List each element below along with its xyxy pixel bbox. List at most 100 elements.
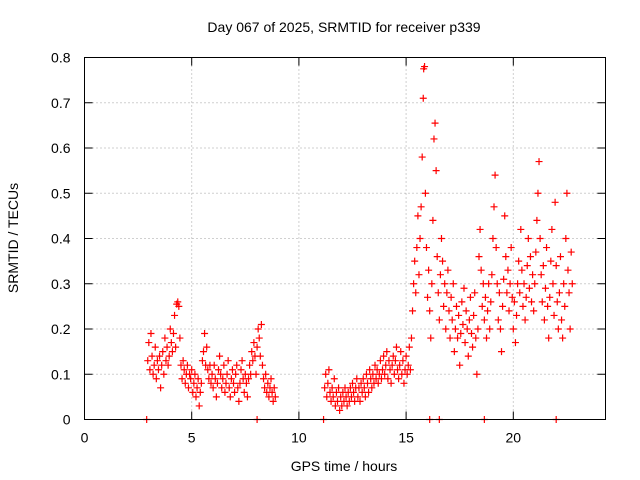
y-tick-label: 0.4 xyxy=(51,231,71,247)
data-point xyxy=(417,203,425,211)
data-point xyxy=(495,289,503,297)
data-point xyxy=(201,330,209,338)
data-point xyxy=(388,361,396,369)
data-point xyxy=(434,289,442,297)
data-point xyxy=(347,393,355,401)
data-point xyxy=(436,271,444,279)
data-point xyxy=(568,280,576,288)
data-point xyxy=(153,357,161,365)
data-point xyxy=(205,375,213,383)
data-point xyxy=(485,280,493,288)
chart-title: Day 067 of 2025, SRMTID for receiver p33… xyxy=(207,19,480,35)
data-point xyxy=(160,370,168,378)
data-point xyxy=(249,357,257,365)
data-point xyxy=(486,325,494,333)
data-point xyxy=(265,393,273,401)
data-point xyxy=(197,379,205,387)
data-point xyxy=(429,216,437,224)
x-axis-label: GPS time / hours xyxy=(291,458,398,474)
data-point xyxy=(488,271,496,279)
data-point xyxy=(371,361,379,369)
data-point xyxy=(386,366,394,374)
data-point xyxy=(357,379,365,387)
data-point xyxy=(207,379,215,387)
y-axis-label: SRMTID / TECUs xyxy=(5,183,21,293)
data-point xyxy=(549,280,557,288)
data-point xyxy=(563,189,571,197)
data-point xyxy=(435,316,443,324)
data-point xyxy=(196,388,204,396)
data-point xyxy=(415,271,423,279)
x-tick-label: 0 xyxy=(81,430,89,446)
data-point xyxy=(455,311,463,319)
data-point xyxy=(537,271,545,279)
data-point xyxy=(381,370,389,378)
data-point xyxy=(235,397,243,405)
y-tick-label: 0 xyxy=(63,412,71,428)
data-point xyxy=(248,348,256,356)
data-point xyxy=(174,298,182,306)
data-point xyxy=(504,266,512,274)
data-point xyxy=(198,357,206,365)
data-point xyxy=(349,379,357,387)
data-point xyxy=(179,357,187,365)
data-point xyxy=(506,280,514,288)
data-point xyxy=(443,289,451,297)
data-point xyxy=(484,307,492,315)
data-point xyxy=(462,307,470,315)
data-point xyxy=(210,361,218,369)
data-point xyxy=(432,167,440,175)
data-point xyxy=(158,361,166,369)
data-point xyxy=(159,348,167,356)
data-point xyxy=(195,402,203,410)
data-point xyxy=(469,343,477,351)
data-point xyxy=(194,375,202,383)
data-point xyxy=(245,375,253,383)
data-point xyxy=(528,298,536,306)
data-point xyxy=(162,357,170,365)
data-point xyxy=(405,343,413,351)
data-point xyxy=(169,330,177,338)
data-point xyxy=(566,325,574,333)
data-point xyxy=(391,357,399,365)
data-point xyxy=(473,370,481,378)
data-point xyxy=(328,384,336,392)
data-point xyxy=(516,289,524,297)
data-point xyxy=(387,379,395,387)
data-point xyxy=(545,334,553,342)
data-point xyxy=(492,244,500,252)
data-point xyxy=(540,316,548,324)
data-point xyxy=(562,235,570,242)
data-point xyxy=(496,325,504,333)
data-point xyxy=(402,352,410,360)
data-point xyxy=(225,384,233,392)
x-tick-label: 5 xyxy=(188,430,196,446)
data-point xyxy=(543,244,551,252)
data-point xyxy=(548,225,556,233)
data-point xyxy=(257,320,265,328)
data-point xyxy=(510,298,518,306)
y-tick-label: 0.7 xyxy=(51,95,71,111)
data-point xyxy=(530,307,538,315)
data-point xyxy=(410,280,418,288)
data-point xyxy=(466,293,474,301)
data-point xyxy=(382,361,390,369)
data-point xyxy=(526,253,534,261)
data-point xyxy=(233,361,241,369)
data-point xyxy=(326,388,334,396)
data-point xyxy=(419,94,427,102)
data-point xyxy=(461,339,469,347)
data-point xyxy=(395,375,403,383)
data-point xyxy=(437,235,445,242)
data-point xyxy=(397,348,405,356)
data-point xyxy=(477,266,485,274)
data-point xyxy=(264,379,272,387)
data-point xyxy=(327,397,335,405)
data-point xyxy=(242,379,250,387)
data-point xyxy=(403,370,411,378)
data-point xyxy=(217,370,225,378)
data-point xyxy=(144,357,152,365)
data-point xyxy=(564,266,572,274)
data-point xyxy=(532,248,540,256)
